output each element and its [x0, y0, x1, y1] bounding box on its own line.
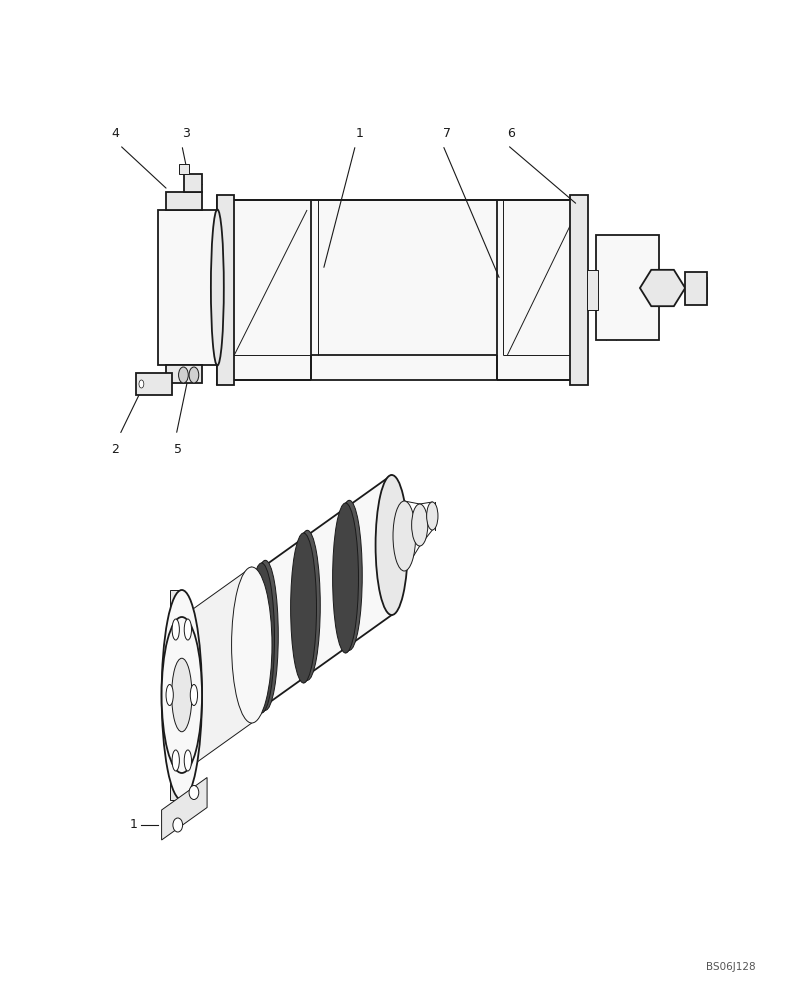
- Ellipse shape: [252, 560, 278, 710]
- Polygon shape: [170, 590, 182, 800]
- Ellipse shape: [249, 563, 275, 713]
- Bar: [158, 210, 217, 365]
- Ellipse shape: [189, 367, 199, 383]
- Ellipse shape: [210, 590, 236, 740]
- Ellipse shape: [333, 503, 359, 653]
- Ellipse shape: [376, 475, 408, 615]
- Polygon shape: [262, 560, 265, 713]
- Text: 5: 5: [174, 443, 182, 456]
- Ellipse shape: [184, 750, 191, 771]
- Ellipse shape: [172, 750, 179, 771]
- Text: 2: 2: [112, 443, 120, 456]
- Bar: [685, 272, 707, 305]
- Ellipse shape: [291, 533, 317, 683]
- Bar: [587, 270, 598, 310]
- Ellipse shape: [411, 504, 427, 546]
- Ellipse shape: [211, 210, 224, 365]
- Polygon shape: [640, 270, 685, 306]
- Text: BS06J128: BS06J128: [706, 962, 755, 972]
- Polygon shape: [346, 500, 349, 653]
- Ellipse shape: [189, 786, 199, 800]
- Bar: [596, 235, 659, 340]
- Polygon shape: [182, 567, 252, 773]
- Ellipse shape: [162, 617, 202, 773]
- Ellipse shape: [162, 590, 202, 800]
- Text: 1: 1: [356, 127, 364, 140]
- Bar: [166, 365, 202, 383]
- Text: 7: 7: [443, 127, 451, 140]
- Ellipse shape: [166, 684, 174, 706]
- Polygon shape: [162, 778, 207, 840]
- Text: 3: 3: [182, 127, 190, 140]
- Polygon shape: [182, 475, 392, 765]
- Ellipse shape: [179, 367, 188, 383]
- Ellipse shape: [294, 530, 320, 680]
- Ellipse shape: [166, 625, 198, 765]
- Polygon shape: [217, 195, 229, 385]
- Ellipse shape: [172, 619, 179, 640]
- Ellipse shape: [172, 658, 192, 732]
- Ellipse shape: [207, 593, 233, 743]
- Text: 1: 1: [129, 818, 137, 832]
- Bar: [230, 200, 582, 380]
- Bar: [570, 195, 588, 385]
- Ellipse shape: [427, 502, 438, 530]
- Ellipse shape: [232, 567, 272, 723]
- Bar: [179, 164, 189, 174]
- Text: 6: 6: [507, 127, 516, 140]
- Text: 4: 4: [112, 127, 120, 140]
- Ellipse shape: [191, 684, 197, 706]
- Bar: [136, 373, 172, 395]
- Ellipse shape: [393, 501, 415, 571]
- Polygon shape: [220, 590, 223, 743]
- Ellipse shape: [173, 818, 183, 832]
- Bar: [217, 195, 234, 385]
- Ellipse shape: [184, 619, 191, 640]
- Ellipse shape: [139, 380, 144, 388]
- Ellipse shape: [336, 500, 362, 650]
- Polygon shape: [304, 530, 307, 683]
- Bar: [166, 192, 202, 210]
- Bar: [184, 174, 202, 192]
